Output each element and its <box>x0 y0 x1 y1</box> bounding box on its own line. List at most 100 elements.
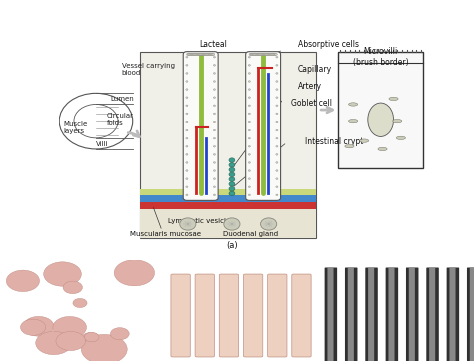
Circle shape <box>276 153 278 155</box>
Circle shape <box>186 97 188 99</box>
FancyBboxPatch shape <box>345 268 357 361</box>
FancyBboxPatch shape <box>183 52 218 200</box>
Circle shape <box>248 97 250 99</box>
Ellipse shape <box>345 144 354 148</box>
Circle shape <box>276 89 278 90</box>
Circle shape <box>270 53 273 56</box>
Circle shape <box>248 81 250 82</box>
Circle shape <box>276 113 278 115</box>
Circle shape <box>213 81 216 82</box>
Circle shape <box>248 89 250 90</box>
Circle shape <box>276 73 278 74</box>
Circle shape <box>186 153 188 155</box>
Circle shape <box>257 53 260 56</box>
FancyBboxPatch shape <box>368 268 374 361</box>
Circle shape <box>210 53 212 56</box>
FancyBboxPatch shape <box>328 268 334 361</box>
Circle shape <box>256 53 259 56</box>
Text: Circular
folds: Circular folds <box>107 113 134 126</box>
Circle shape <box>276 186 278 188</box>
Circle shape <box>276 162 278 163</box>
Circle shape <box>266 53 269 56</box>
Circle shape <box>186 162 188 163</box>
Circle shape <box>271 53 273 56</box>
Circle shape <box>260 53 263 56</box>
FancyBboxPatch shape <box>246 52 281 200</box>
Circle shape <box>207 53 210 56</box>
Circle shape <box>261 218 277 230</box>
Circle shape <box>248 153 250 155</box>
Circle shape <box>248 145 250 147</box>
Ellipse shape <box>396 136 405 139</box>
Circle shape <box>248 129 250 131</box>
Text: Villi: Villi <box>96 140 109 147</box>
Text: Lacteal: Lacteal <box>200 40 228 49</box>
Circle shape <box>249 53 252 56</box>
Circle shape <box>276 170 278 171</box>
Circle shape <box>197 53 201 56</box>
Circle shape <box>276 145 278 147</box>
FancyBboxPatch shape <box>292 274 311 357</box>
Circle shape <box>200 53 203 56</box>
Circle shape <box>248 113 250 115</box>
Circle shape <box>261 53 264 56</box>
Circle shape <box>53 317 86 338</box>
Text: Intestinal crypt: Intestinal crypt <box>305 138 364 147</box>
Circle shape <box>202 53 205 56</box>
Circle shape <box>186 145 188 147</box>
Circle shape <box>264 53 268 56</box>
FancyBboxPatch shape <box>338 52 423 168</box>
Text: Artery: Artery <box>298 82 322 91</box>
FancyBboxPatch shape <box>429 268 435 361</box>
Circle shape <box>276 97 278 99</box>
Circle shape <box>274 53 277 56</box>
Circle shape <box>186 81 188 82</box>
Circle shape <box>213 162 216 163</box>
Circle shape <box>188 53 191 56</box>
Circle shape <box>248 186 250 188</box>
Circle shape <box>229 177 235 181</box>
Circle shape <box>191 53 194 56</box>
Circle shape <box>276 137 278 139</box>
Circle shape <box>114 260 155 286</box>
Circle shape <box>199 53 201 56</box>
Circle shape <box>276 65 278 66</box>
Circle shape <box>213 153 216 155</box>
Circle shape <box>6 270 39 292</box>
Text: Capillary: Capillary <box>298 65 332 74</box>
Circle shape <box>213 73 216 74</box>
Ellipse shape <box>389 97 398 101</box>
Text: Microvilli
(brush border): Microvilli (brush border) <box>353 48 409 67</box>
Circle shape <box>189 53 192 56</box>
FancyBboxPatch shape <box>195 274 214 357</box>
Circle shape <box>186 56 188 58</box>
Circle shape <box>213 65 216 66</box>
Circle shape <box>264 53 266 56</box>
FancyBboxPatch shape <box>171 274 190 357</box>
Text: (a): (a) <box>226 241 238 250</box>
Ellipse shape <box>368 103 393 136</box>
Circle shape <box>212 53 215 56</box>
FancyBboxPatch shape <box>449 268 456 361</box>
Circle shape <box>267 53 270 56</box>
Circle shape <box>248 170 250 171</box>
Circle shape <box>254 53 257 56</box>
Circle shape <box>213 137 216 139</box>
Circle shape <box>44 262 82 286</box>
FancyBboxPatch shape <box>426 268 439 361</box>
Circle shape <box>186 170 188 171</box>
Circle shape <box>248 105 250 106</box>
Circle shape <box>82 334 127 361</box>
Circle shape <box>255 53 258 56</box>
Circle shape <box>206 53 209 56</box>
Circle shape <box>272 53 275 56</box>
Circle shape <box>250 53 253 56</box>
Circle shape <box>251 53 255 56</box>
Circle shape <box>253 53 255 56</box>
Circle shape <box>186 105 188 106</box>
FancyBboxPatch shape <box>447 268 459 361</box>
Circle shape <box>259 53 262 56</box>
Text: Vessel carrying
blood: Vessel carrying blood <box>122 63 175 76</box>
Circle shape <box>73 299 87 308</box>
Text: Muscle
layers: Muscle layers <box>63 121 87 134</box>
